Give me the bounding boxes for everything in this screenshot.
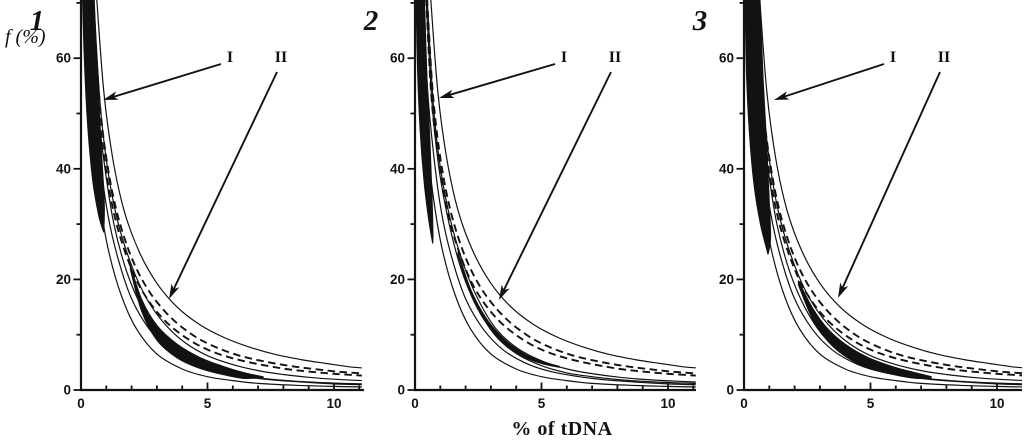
curve-steep-2 (88, 0, 362, 386)
panel-number: 3 (692, 5, 708, 37)
y-tick-label: 40 (719, 161, 734, 176)
y-tick-label: 40 (56, 161, 71, 176)
curve-steep-1 (417, 0, 696, 388)
y-tick-label: 0 (397, 383, 405, 398)
curve-family-label-I: I (561, 49, 567, 66)
y-tick-label: 60 (719, 51, 734, 66)
curve-dashed-lower (425, 0, 696, 377)
annotation-arrow-line (783, 63, 885, 98)
annotation-arrow-line (172, 71, 278, 291)
curve-upper-envelope (759, 0, 1022, 369)
curve-family-label-I: I (227, 49, 233, 66)
panel-number: 1 (30, 5, 45, 37)
y-tick-label: 60 (390, 51, 405, 66)
curve-dashed-lower (91, 0, 362, 377)
y-tick-label: 40 (390, 161, 405, 176)
x-tick-label: 5 (867, 396, 875, 411)
curve-family-label-II: II (275, 49, 287, 66)
annotation-arrowhead (499, 284, 510, 300)
curve-steep-2 (422, 0, 696, 386)
x-tick-label: 0 (740, 396, 748, 411)
annotation-arrow-line (502, 71, 612, 292)
curve-upper-envelope (430, 0, 696, 369)
annotation-arrowhead (169, 283, 180, 299)
family-I-band-fill (745, 0, 772, 255)
curve-family-label-I: I (890, 49, 896, 66)
curve-family-label-II: II (609, 49, 621, 66)
y-tick-label: 0 (63, 383, 71, 398)
curves-group (416, 0, 696, 388)
x-tick-label: 0 (411, 396, 419, 411)
y-axis-title: f (%) (5, 26, 46, 48)
annotation-arrowhead (774, 91, 790, 100)
curve-steep-1 (83, 0, 362, 388)
curve-dashed-upper (92, 0, 362, 375)
curves-group (82, 0, 362, 388)
x-axis-title: % of tDNA (511, 418, 613, 440)
x-tick-label: 5 (538, 396, 546, 411)
annotation-arrowhead (103, 91, 119, 100)
annotation-arrowhead (838, 282, 849, 298)
axes (413, 0, 696, 392)
axes (79, 0, 364, 392)
curve-dashed-upper (755, 0, 1022, 375)
y-tick-label: 60 (56, 51, 71, 66)
y-tick-label: 20 (719, 272, 734, 287)
x-tick-label: 10 (660, 396, 675, 411)
panel-number: 2 (363, 5, 379, 37)
family-I-band-fill (416, 0, 434, 244)
x-tick-label: 10 (989, 396, 1004, 411)
y-tick-label: 20 (56, 272, 71, 287)
curve-dashed-upper (426, 0, 696, 375)
annotation-arrow-line (448, 63, 556, 97)
y-tick-label: 0 (726, 383, 734, 398)
family-I-band-fill (82, 0, 105, 233)
x-tick-label: 10 (326, 396, 341, 411)
curve-family-label-II: II (938, 49, 950, 66)
x-tick-label: 5 (204, 396, 212, 411)
x-tick-label: 0 (77, 396, 85, 411)
curve-steep-1 (746, 0, 1022, 388)
curve-dashed-lower (754, 0, 1022, 377)
curve-upper-envelope (96, 0, 362, 369)
curve-steep-2 (751, 0, 1022, 386)
family-II-band-fill (129, 264, 264, 380)
annotation-arrow-line (841, 71, 941, 290)
curves-group (745, 0, 1022, 388)
annotation-arrow-line (112, 63, 222, 99)
y-tick-label: 20 (390, 272, 405, 287)
axes (742, 0, 1022, 392)
annotation-arrowhead (439, 89, 455, 98)
